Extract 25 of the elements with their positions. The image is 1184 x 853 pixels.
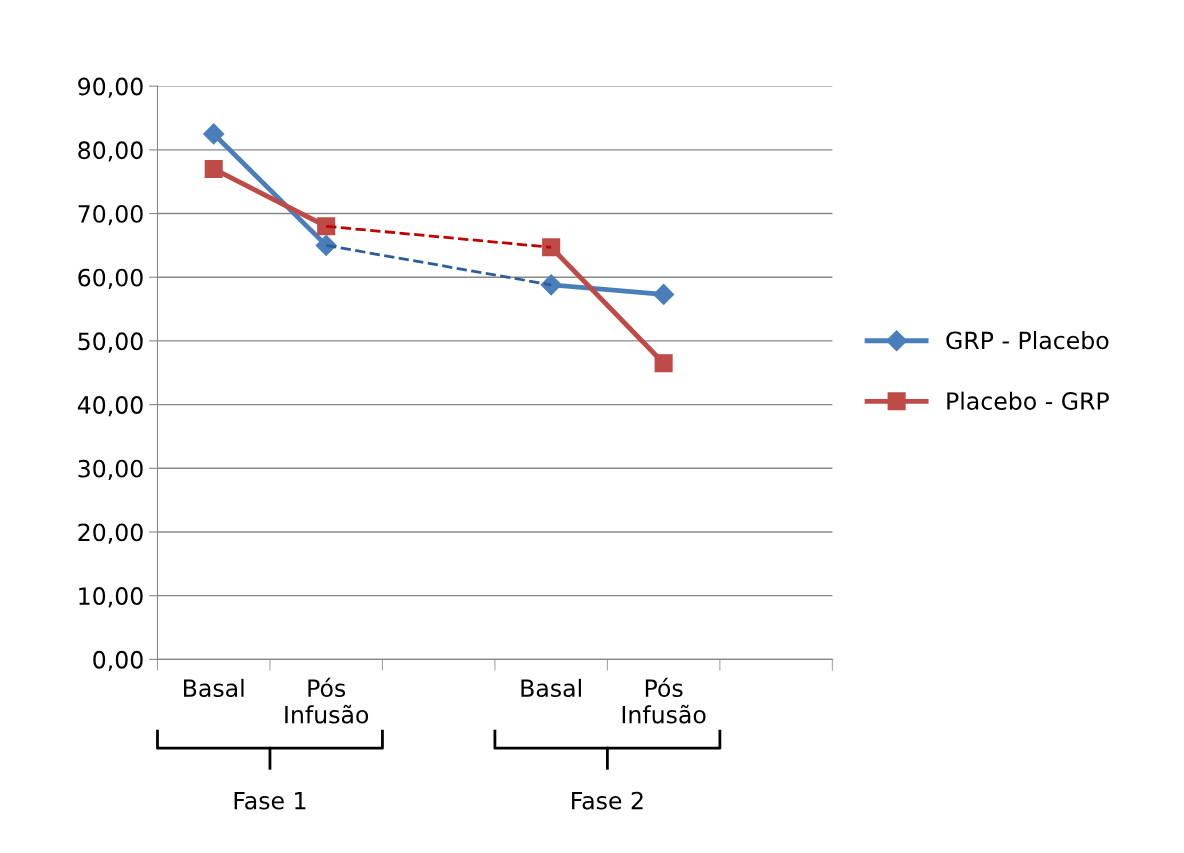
y-tick-label: 90,00 [78, 77, 143, 98]
y-tick-label: 20,00 [78, 523, 143, 544]
y-tick-label: 70,00 [78, 204, 143, 226]
point [653, 283, 675, 305]
text: Fase 2 [572, 791, 643, 810]
y-tick-label: 30,00 [78, 459, 143, 481]
x-tick-label: Basal [521, 678, 581, 698]
x-tick-label: Pós Infusão [622, 677, 706, 724]
x-tick-label: Pós Infusão [285, 677, 369, 724]
text: Fase 1 [234, 791, 306, 810]
point [317, 217, 336, 236]
x-tick-label: Basal [184, 678, 244, 698]
y-tick-label: 60,00 [78, 268, 143, 289]
legend-label: GRP - Placebo [946, 331, 1109, 350]
point [654, 354, 673, 373]
y-tick-label: 40,00 [77, 396, 143, 417]
legend-label: Placebo - GRP [947, 391, 1109, 410]
y-tick-label: 50,00 [78, 332, 143, 353]
y-tick-label: 10,00 [79, 587, 143, 608]
y-tick-label: 0,00 [93, 650, 143, 672]
point [542, 238, 561, 257]
point [203, 123, 225, 145]
point [204, 159, 223, 178]
y-tick-label: 80,00 [78, 141, 143, 162]
point [540, 274, 562, 296]
